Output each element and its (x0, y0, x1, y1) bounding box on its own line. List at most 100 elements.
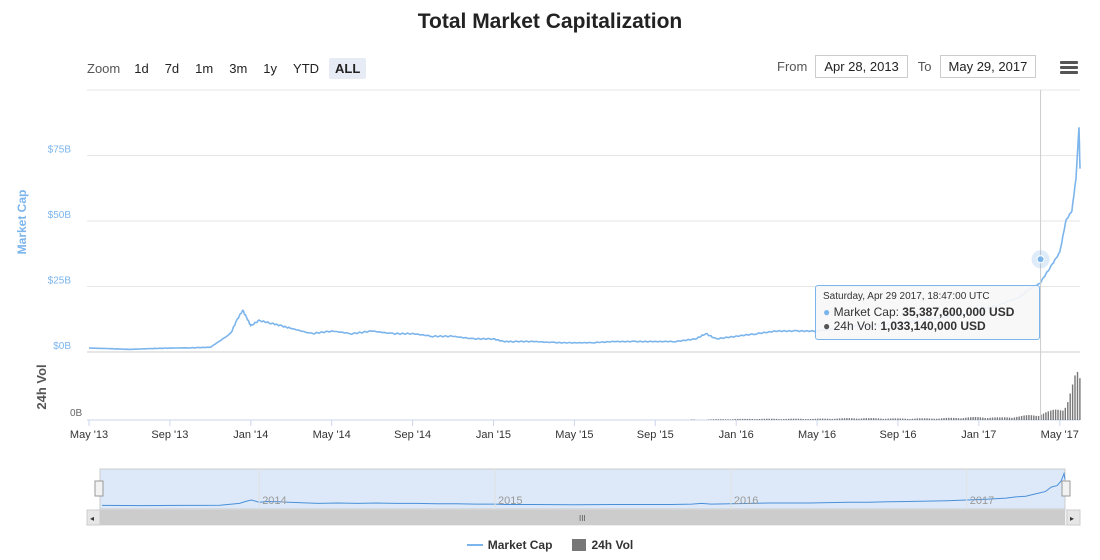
to-date-input[interactable]: May 29, 2017 (939, 55, 1037, 78)
vol-bar (766, 418, 768, 420)
vol-bar (739, 418, 741, 420)
from-date-input[interactable]: Apr 28, 2013 (815, 55, 908, 78)
vol-bar (1037, 415, 1040, 420)
vol-bar (897, 418, 899, 420)
vol-bar (960, 418, 962, 420)
vol-bar (979, 417, 982, 420)
vol-bar (928, 418, 931, 420)
vol-bar (994, 417, 996, 420)
x-tick-label: Jan '16 (719, 429, 754, 441)
bullet-icon: ● (823, 305, 831, 319)
vol-bar (802, 419, 804, 420)
vol-bar (819, 418, 821, 420)
vol-bar (945, 417, 948, 420)
vol-bar (899, 418, 901, 420)
vol-bar (1033, 415, 1035, 420)
vol-bar (987, 418, 989, 420)
vol-bar (943, 418, 945, 420)
navigator-label: 2017 (970, 495, 994, 507)
vol-bar (957, 418, 960, 420)
legend-vol[interactable]: 24h Vol (572, 538, 633, 552)
vol-bar (843, 418, 846, 420)
hamburger-menu-icon[interactable] (1060, 61, 1078, 75)
vol-bar (858, 418, 860, 420)
vol-bar (836, 418, 838, 420)
vol-bar (919, 418, 921, 420)
vol-bar (984, 418, 986, 420)
x-tick-label: May '17 (1041, 429, 1079, 441)
vol-bar (812, 418, 814, 420)
vol-bar (887, 418, 889, 420)
vol-bar (727, 419, 729, 420)
vol-bar (780, 419, 783, 420)
vol-bar (785, 418, 787, 420)
scrollbar-thumb[interactable] (100, 510, 1065, 525)
vol-bar (948, 417, 950, 420)
vol-bar (885, 418, 887, 420)
navigator-handle-right[interactable] (1061, 480, 1071, 497)
vol-bar (756, 419, 758, 420)
vol-bar (1030, 415, 1033, 420)
scrollbar-right-button[interactable] (1066, 509, 1081, 526)
zoom-1m-button[interactable]: 1m (195, 60, 214, 76)
vol-bar (761, 418, 763, 420)
legend-market-cap[interactable]: Market Cap (466, 538, 552, 552)
vol-bar (1062, 410, 1064, 420)
tooltip-vol-value: 1,033,140,000 USD (880, 319, 986, 333)
vol-bar (860, 418, 863, 420)
tooltip-vol-label: 24h Vol: (833, 319, 881, 333)
zoom-7d-button[interactable]: 7d (164, 60, 180, 76)
vol-bar (817, 418, 819, 420)
vol-bar (865, 418, 867, 420)
zoom-3m-button[interactable]: 3m (229, 60, 248, 76)
vol-bar (863, 418, 865, 420)
vol-bar (734, 419, 736, 420)
zoom-1y-button[interactable]: 1y (263, 60, 278, 76)
tooltip-marketcap-value: 35,387,600,000 USD (902, 305, 1015, 319)
x-tick-label: Jan '14 (233, 429, 268, 441)
date-range: From Apr 28, 2013 To May 29, 2017 (777, 55, 1037, 78)
vol-bar (1042, 413, 1045, 420)
vol-bar (914, 418, 916, 420)
vol-bar (996, 417, 999, 420)
vol-bar (717, 419, 719, 420)
scrollbar-left-button[interactable] (86, 509, 101, 526)
vol-bar (1045, 412, 1047, 420)
zoom-1d-button[interactable]: 1d (134, 60, 149, 76)
vol-bar (749, 418, 751, 420)
vol-bar (773, 418, 775, 420)
vol-bar (853, 418, 855, 420)
vol-bar (931, 418, 933, 420)
zoom-ytd-button[interactable]: YTD (293, 60, 320, 76)
tooltip-marketcap-label: Market Cap: (833, 305, 903, 319)
vol-bar (720, 419, 722, 420)
vol-bar (855, 418, 858, 420)
legend-vol-label: 24h Vol (591, 538, 634, 552)
vol-bar (1006, 417, 1008, 420)
vol-bar (955, 418, 957, 420)
vol-bar (707, 419, 710, 420)
vol-bar (712, 419, 715, 420)
vol-bar (965, 417, 967, 420)
vol-bar (1059, 410, 1062, 420)
vol-bar (846, 418, 848, 420)
vol-bar (868, 418, 870, 420)
vol-bar (790, 418, 792, 420)
vol-bar (746, 418, 749, 420)
scrollbar-grip-icon: III (579, 514, 586, 523)
vol-bar (911, 418, 914, 420)
vol-bar (904, 418, 906, 420)
zoom-all-button[interactable]: ALL (329, 57, 367, 79)
x-tick-label: Sep '16 (879, 429, 916, 441)
vol-bar (851, 418, 853, 420)
vol-bar (970, 417, 972, 420)
vol-bar (1047, 411, 1049, 420)
navigator-label: 2015 (498, 495, 522, 507)
navigator-handle-left[interactable] (94, 480, 104, 497)
vol-bar (1008, 417, 1011, 420)
chart-svg: $0B $25B $50B $75B Market Cap 24h Vol 0B Ma… (15, 89, 1081, 526)
vol-bar (1001, 417, 1003, 420)
vol-bar (710, 419, 712, 420)
vol-bar (1011, 417, 1013, 420)
y-tick-label: $25B (48, 276, 72, 287)
